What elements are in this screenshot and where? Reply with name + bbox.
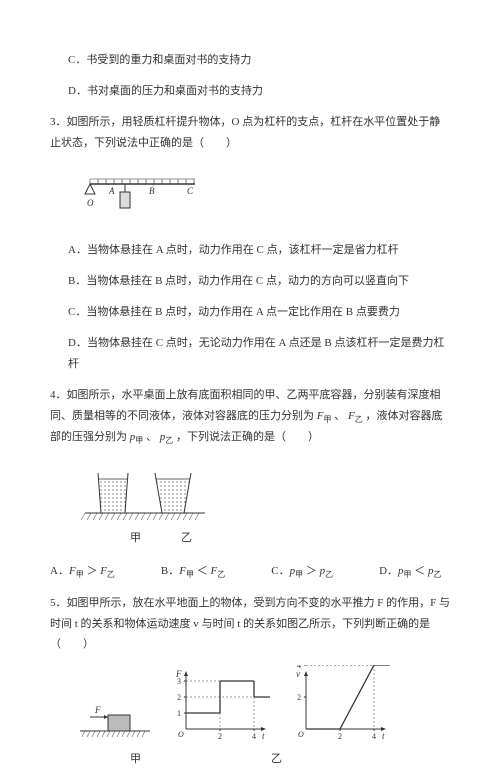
q4-optD: D．p甲 ＜ p乙: [379, 561, 441, 582]
q4-cap-jia: 甲: [130, 528, 141, 549]
q4-optA: A．F甲 ＞ F乙: [50, 561, 115, 582]
q3-stem: 3．如图所示，用轻质杠杆提升物体，O 点为杠杆的支点，杠杆在水平位置处于静止状态…: [50, 112, 450, 154]
q5-stem: 5．如图甲所示，放在水平地面上的物体，受到方向不变的水平推力 F 的作用，F 与…: [50, 593, 450, 656]
q4-F1s: 甲: [323, 415, 331, 424]
svg-text:t: t: [262, 731, 265, 741]
q4-F2: F: [348, 410, 355, 422]
q4-stemC: ，下列说法正确的是（ ）: [176, 431, 319, 443]
svg-text:2: 2: [297, 693, 301, 702]
svg-text:4: 4: [297, 665, 301, 670]
q4-p2s: 乙: [165, 436, 173, 445]
q4-cap-yi: 乙: [181, 528, 192, 549]
q2-optC: C．书受到的重力和桌面对书的支持力: [68, 50, 450, 71]
q4-optB: B．F甲 ＜ F乙: [161, 561, 225, 582]
q4-options: A．F甲 ＞ F乙 B．F甲 ＜ F乙 C．p甲 ＞ p乙 D．p甲 ＜ p乙: [50, 561, 450, 582]
svg-text:2: 2: [218, 732, 222, 741]
q4-F2s: 乙: [355, 415, 363, 424]
svg-text:1: 1: [177, 709, 181, 718]
svg-text:3: 3: [177, 677, 181, 686]
svg-text:O: O: [178, 730, 184, 739]
q3-figure: O A B C: [80, 166, 450, 229]
q3-optA: A．当物体悬挂在 A 点时，动力作用在 C 点，该杠杆一定是省力杠杆: [68, 240, 450, 261]
q5-cap-yi: 乙: [271, 749, 282, 770]
svg-text:v: v: [296, 669, 300, 679]
q3-optD: D．当物体悬挂在 C 点时，无论动力作用在 A 点还是 B 点该杠杆一定是费力杠…: [68, 333, 450, 375]
q2-optD: D．书对桌面的压力和桌面对书的支持力: [68, 81, 450, 102]
svg-text:4: 4: [252, 732, 256, 741]
svg-text:4: 4: [372, 732, 376, 741]
svg-text:B: B: [149, 186, 155, 196]
q5-figures: F FtO246123 vtO24624: [80, 665, 450, 745]
q4-p1s: 甲: [135, 436, 143, 445]
q4-optC: C．p甲 ＞ p乙: [271, 561, 333, 582]
q4-figure: 甲 乙: [80, 461, 450, 550]
svg-text:O: O: [298, 730, 304, 739]
svg-text:O: O: [87, 198, 94, 208]
svg-text:A: A: [108, 186, 115, 196]
svg-text:2: 2: [177, 693, 181, 702]
svg-text:t: t: [382, 731, 385, 741]
q5-cap-jia: 甲: [130, 749, 141, 770]
q4-stem: 4．如图所示，水平桌面上放有底面积相同的甲、乙两平底容器，分别装有深度相同、质量…: [50, 385, 450, 449]
q3-optB: B．当物体悬挂在 B 点时，动力作用在 C 点，动力的方向可以竖直向下: [68, 271, 450, 292]
svg-text:C: C: [187, 186, 194, 196]
q3-optC: C．当物体悬挂在 B 点时，动力作用在 A 点一定比作用在 B 点要费力: [68, 302, 450, 323]
svg-text:2: 2: [338, 732, 342, 741]
